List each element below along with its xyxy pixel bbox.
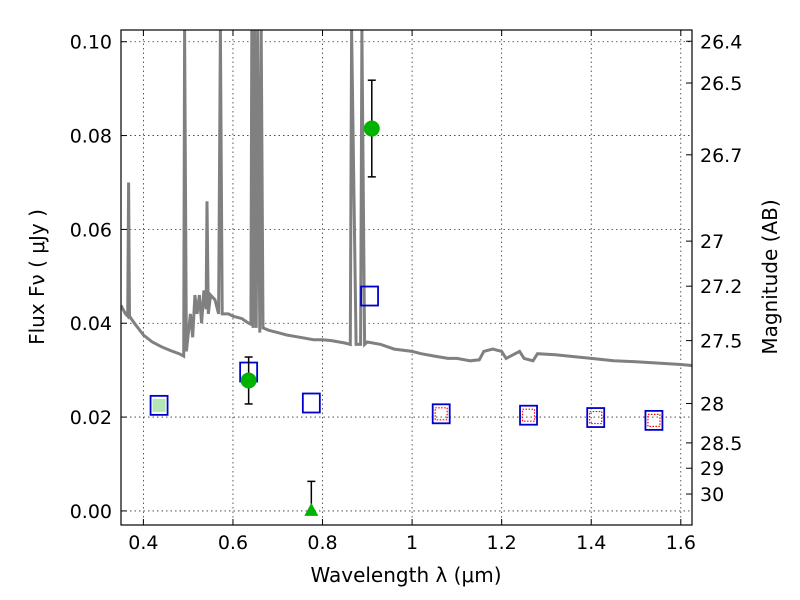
right-tick-label: 26.4	[700, 31, 742, 53]
right-tick-label: 29	[700, 458, 724, 480]
model-photometry-point	[431, 403, 451, 425]
grid-lines	[121, 30, 692, 525]
x-tick-label: 0.6	[218, 532, 248, 554]
observed-detection-point	[152, 398, 166, 412]
right-tick-label: 27.2	[700, 276, 742, 298]
y-tick-label: 0.06	[70, 219, 112, 241]
model-photometry-point	[360, 285, 379, 307]
right-tick-label: 27.5	[700, 331, 742, 353]
right-axis-title: Magnitude (AB)	[758, 199, 782, 354]
observed-detection-point	[240, 372, 257, 389]
x-tick-label: 1.4	[576, 532, 606, 554]
plot-area	[121, 30, 692, 516]
model-photometry-point	[519, 404, 538, 426]
model-photometry-point	[644, 409, 664, 431]
nir-limit-markers	[434, 407, 661, 427]
y-tick-label: 0.04	[70, 313, 112, 335]
right-axis-ticks: 26.4 26.5 26.7 27 27.2 27.5 28 28.5 29 30	[686, 31, 742, 506]
nir-limit-point	[589, 410, 603, 425]
right-tick-label: 27	[700, 231, 724, 253]
observed-upper-limit-point	[304, 502, 319, 516]
y-axis-ticks: 0.00 0.02 0.04 0.06 0.08 0.10	[70, 32, 127, 523]
x-tick-label: 0.4	[128, 532, 158, 554]
y-axis-title: Flux Fν ( μJy )	[25, 209, 49, 345]
model-photometry-point	[149, 394, 169, 416]
observed-detection-point	[363, 120, 380, 137]
plot-frame	[120, 29, 693, 526]
right-tick-label: 26.7	[700, 145, 742, 167]
observed-markers	[152, 79, 380, 516]
nir-limit-point	[647, 413, 661, 427]
model-photometry-point	[301, 392, 321, 414]
y-tick-label: 0.08	[70, 126, 112, 148]
x-axis-title: Wavelength λ (μm)	[310, 563, 501, 587]
x-axis-ticks: 0.4 0.6 0.8 1 1.2 1.4 1.6	[128, 30, 696, 554]
right-tick-label: 28	[700, 393, 724, 415]
right-tick-label: 28.5	[700, 433, 742, 455]
nir-limit-point	[434, 407, 448, 421]
x-tick-label: 0.8	[307, 532, 337, 554]
x-tick-label: 1.6	[666, 532, 696, 554]
right-tick-label: 30	[700, 484, 724, 506]
y-tick-label: 0.10	[70, 32, 112, 54]
right-tick-label: 26.5	[700, 73, 742, 95]
y-tick-label: 0.00	[70, 501, 112, 523]
y-tick-label: 0.02	[70, 407, 112, 429]
x-tick-label: 1.2	[487, 532, 517, 554]
x-tick-label: 1	[406, 532, 418, 554]
model-sed-line	[121, 30, 692, 367]
nir-limit-point	[521, 408, 536, 422]
model-photometry-point	[586, 407, 606, 428]
